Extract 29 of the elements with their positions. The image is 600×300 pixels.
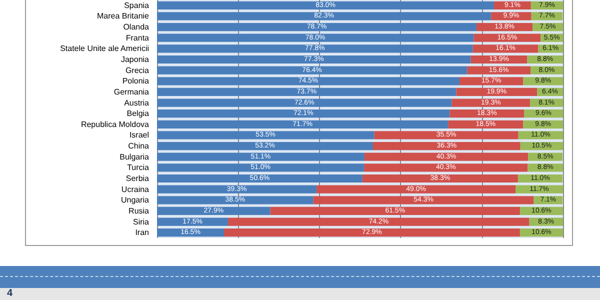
- y-tick-label: Austria: [124, 98, 150, 108]
- y-tick-label: Belgia: [126, 109, 150, 118]
- bar: [518, 131, 563, 140]
- y-tick-label: Polonia: [122, 76, 150, 86]
- y-tick-label: Serbia: [126, 174, 150, 183]
- y-tick-label: Bulgaria: [120, 152, 150, 162]
- bar: [157, 206, 270, 216]
- bar: [456, 88, 538, 96]
- y-tick-label: Statele Unite ale Americii: [60, 44, 150, 54]
- y-tick-label: Grecia: [125, 66, 150, 75]
- y-tick-label: Ungaria: [120, 196, 150, 205]
- bar: [157, 218, 228, 226]
- y-tick-label: Siria: [132, 217, 150, 226]
- y-tick-label: Iran: [135, 228, 149, 238]
- text: 4: [7, 288, 13, 300]
- y-tick-label: Japonia: [120, 55, 150, 64]
- y-tick-label: Franta: [126, 33, 150, 42]
- y-tick-label: China: [128, 142, 150, 151]
- y-tick-label: Ucraina: [121, 184, 150, 194]
- y-tick-label: Turcia: [127, 163, 150, 172]
- bar: [452, 98, 530, 107]
- y-tick-label: Olanda: [123, 22, 150, 32]
- y-tick-label: Rusia: [128, 206, 150, 216]
- y-tick-label: Germania: [114, 87, 150, 96]
- y-tick-label: Republica Moldova: [80, 120, 150, 129]
- bar: [491, 12, 532, 20]
- y-tick-label: Spania: [124, 0, 150, 10]
- y-tick-label: Marea Britanie: [96, 12, 150, 21]
- y-tick-label: Israel: [129, 130, 150, 140]
